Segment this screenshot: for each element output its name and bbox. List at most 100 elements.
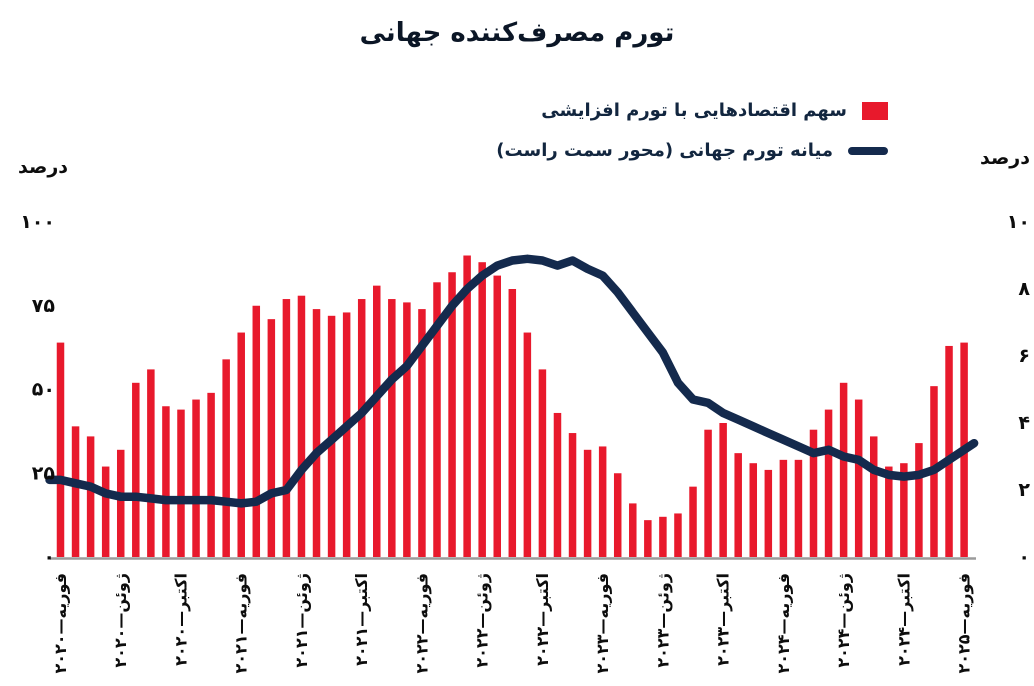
bar — [734, 453, 742, 557]
x-tick-label: ژوئن—۲۰۲۳ — [653, 573, 672, 668]
bar — [478, 262, 486, 557]
right-axis-unit-label: درصد — [979, 147, 1030, 169]
right-tick-label: ۱۰ — [1007, 211, 1030, 233]
bar — [659, 516, 667, 557]
bar — [885, 466, 893, 557]
bar — [629, 503, 637, 557]
bar — [282, 299, 291, 557]
bar — [764, 469, 773, 557]
bar — [869, 436, 878, 557]
x-tick-label: فوریه—۲۰۲۳ — [593, 573, 612, 674]
bar — [613, 473, 622, 557]
bar — [433, 282, 441, 557]
bar — [312, 309, 321, 557]
bar — [116, 449, 125, 557]
x-tick-label: فوریه—۲۰۲۰ — [51, 573, 70, 674]
x-tick-label: اکتبر—۲۰۲۴ — [894, 573, 913, 666]
bar — [297, 295, 306, 557]
bar — [237, 332, 245, 557]
x-tick-label: اکتبر—۲۰۲۲ — [533, 573, 552, 666]
bar — [357, 299, 366, 557]
bar — [192, 399, 200, 557]
x-tick-label: فوریه—۲۰۲۲ — [412, 573, 431, 674]
right-tick-label: ۲ — [1018, 479, 1030, 501]
bar — [854, 399, 863, 557]
left-tick-label: ۷۵ — [32, 295, 56, 317]
bar — [147, 369, 155, 557]
bar — [568, 433, 577, 557]
bar — [207, 392, 215, 557]
x-tick-label: اکتبر—۲۰۲۰ — [172, 573, 191, 666]
bar — [132, 382, 140, 557]
bar — [493, 275, 501, 557]
bars-series — [56, 255, 968, 557]
bar — [388, 299, 396, 557]
bar — [56, 342, 65, 557]
bar — [644, 520, 652, 557]
legend-item-line: میانه تورم جهانی (محور سمت راست) — [496, 140, 888, 161]
bar — [538, 369, 547, 557]
chart-title: تورم مصرف‌کننده جهانی — [359, 18, 675, 48]
x-tick-label: اکتبر—۲۰۲۳ — [714, 573, 733, 666]
bar — [373, 285, 381, 557]
bar — [598, 446, 607, 557]
bar — [583, 449, 592, 557]
bar — [945, 345, 953, 557]
bar — [177, 409, 185, 557]
red-square-swatch-icon — [862, 101, 888, 120]
bar — [403, 302, 411, 557]
bar — [794, 459, 803, 557]
bar — [719, 423, 727, 557]
right-tick-label: ۰ — [1018, 546, 1030, 568]
bar — [252, 305, 261, 557]
x-tick-label: ژوئن—۲۰۲۱ — [292, 573, 311, 668]
right-tick-label: ۶ — [1018, 345, 1030, 367]
right-tick-label: ۴ — [1018, 412, 1030, 434]
left-tick-label: ۱۰۰ — [20, 211, 55, 233]
x-tick-label: ژوئن—۲۰۲۲ — [473, 573, 492, 668]
legend-label-bars: سهم اقتصادهایی با تورم افزایشی — [541, 100, 847, 121]
median-inflation-line — [45, 254, 979, 508]
bar — [508, 289, 517, 557]
x-tick-label: ژوئن—۲۰۲۴ — [834, 573, 853, 668]
bar — [749, 463, 758, 557]
legend-item-bars: سهم اقتصادهایی با تورم افزایشی — [541, 100, 888, 121]
x-tick-label: ژوئن—۲۰۲۰ — [111, 573, 130, 668]
left-tick-label: ۰ — [43, 546, 55, 568]
x-tick-label: فوریه—۲۰۲۴ — [774, 573, 793, 674]
x-tick-label: اکتبر—۲۰۲۱ — [352, 573, 371, 666]
bar — [463, 255, 471, 557]
bar — [101, 466, 110, 557]
x-axis-labels: فوریه—۲۰۲۰ ژوئن—۲۰۲۰ اکتبر—۲۰۲۰ فوریه—۲۰۲۱ ژ… — [51, 573, 974, 674]
bar — [553, 412, 562, 557]
right-tick-label: ۸ — [1018, 278, 1030, 300]
legend: سهم اقتصادهایی با تورم افزایشی میانه تور… — [496, 100, 888, 161]
left-tick-label: ۲۵ — [32, 462, 56, 484]
left-axis-unit-label: درصد — [18, 156, 69, 178]
bar — [71, 426, 80, 557]
left-tick-label: ۵۰ — [32, 379, 55, 401]
bar — [448, 272, 456, 557]
legend-label-line: میانه تورم جهانی (محور سمت راست) — [496, 140, 833, 161]
bar — [809, 429, 818, 557]
bar — [824, 409, 833, 557]
bar — [222, 359, 230, 557]
navy-line-swatch-icon — [848, 146, 888, 155]
bar — [86, 436, 95, 557]
bar — [418, 309, 426, 557]
left-axis-ticks: ۱۰۰ ۷۵ ۵۰ ۲۵ ۰ — [20, 211, 55, 568]
bar — [267, 319, 276, 557]
bar — [900, 463, 908, 557]
right-axis-ticks: ۱۰ ۸ ۶ ۴ ۲ ۰ — [1007, 211, 1031, 568]
x-tick-label: فوریه—۲۰۲۵ — [955, 573, 974, 674]
bar — [704, 429, 712, 557]
bar — [915, 443, 923, 557]
bar — [839, 382, 848, 557]
bar — [523, 332, 532, 557]
bar — [779, 459, 788, 557]
bar — [162, 406, 170, 557]
bar — [674, 513, 682, 557]
bar — [689, 486, 697, 557]
